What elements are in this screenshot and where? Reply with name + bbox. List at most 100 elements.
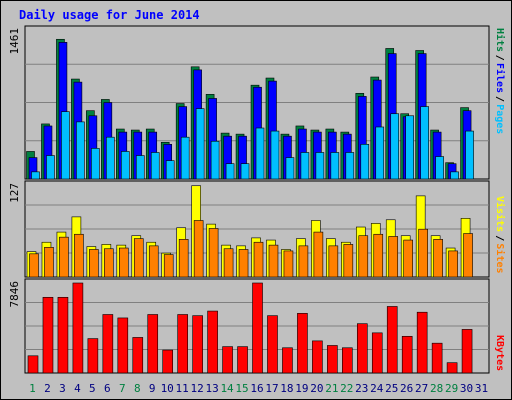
- legend-sep: /: [494, 235, 505, 241]
- pages-bar: [61, 111, 70, 180]
- day-label: 17: [265, 382, 278, 395]
- sites-bar: [74, 233, 84, 278]
- pages-bar: [225, 163, 235, 180]
- pages-bar: [300, 152, 310, 180]
- pages-bar: [150, 152, 160, 180]
- sites-bar: [358, 235, 369, 278]
- legend-sites: Sites: [494, 243, 506, 273]
- day-label: 18: [280, 382, 293, 395]
- sites-bar: [208, 228, 219, 278]
- sites-bar: [403, 239, 413, 278]
- pages-bar: [31, 171, 40, 180]
- kbytes-bar: [27, 355, 39, 374]
- kbytes-bar: [57, 296, 69, 374]
- day-label: 23: [355, 382, 368, 395]
- day-label: 31: [475, 382, 488, 395]
- day-label: 2: [44, 382, 51, 395]
- day-label: 25: [385, 382, 398, 395]
- sites-bar: [29, 253, 39, 278]
- day-label: 4: [74, 382, 81, 395]
- pages-bar: [405, 115, 414, 180]
- pages-bar: [121, 151, 130, 180]
- sites-bar: [298, 245, 309, 278]
- sites-bar: [268, 244, 279, 278]
- day-label: 20: [310, 382, 323, 395]
- sites-bar: [178, 239, 189, 278]
- pages-bar: [240, 163, 250, 180]
- day-label: 7: [119, 382, 126, 395]
- pages-bar: [315, 152, 325, 180]
- kbytes-bar: [102, 314, 114, 374]
- pages-bar: [465, 130, 474, 180]
- kbytes-bar: [132, 337, 144, 374]
- day-label: 24: [370, 382, 384, 395]
- day-label: 13: [205, 382, 218, 395]
- day-label: 3: [59, 382, 66, 395]
- day-label: 1: [29, 382, 36, 395]
- sites-bar: [59, 236, 69, 278]
- kbytes-bar: [312, 340, 323, 374]
- day-label: 29: [445, 382, 458, 395]
- pages-bar: [180, 136, 190, 180]
- day-label: 6: [104, 382, 111, 395]
- sites-bar: [163, 254, 174, 278]
- kbytes-bar: [446, 362, 458, 374]
- legend-sep: /: [494, 96, 505, 102]
- day-label: 28: [430, 382, 443, 395]
- kbytes-bar: [461, 329, 473, 374]
- kbytes-bar: [192, 315, 203, 374]
- kbytes-bar: [162, 349, 174, 374]
- sites-bar: [433, 239, 443, 278]
- kbytes-bar: [237, 346, 248, 374]
- kbytes-bar: [207, 310, 218, 374]
- day-label: 5: [89, 382, 96, 395]
- pages-bar: [76, 121, 85, 180]
- sites-bar: [373, 233, 384, 278]
- sites-bar: [343, 244, 354, 278]
- chart-title: Daily usage for June 2014: [19, 8, 200, 22]
- kbytes-bar: [72, 282, 84, 374]
- pages-bar: [450, 171, 459, 180]
- sites-bar: [238, 249, 249, 278]
- pages-bar: [255, 127, 265, 180]
- y-max-label: 127: [8, 183, 21, 203]
- legend-visits: Visits: [494, 196, 506, 232]
- kbytes-bar: [87, 338, 99, 374]
- pages-bar: [345, 152, 355, 180]
- sites-bar: [313, 231, 324, 278]
- sites-bar: [463, 233, 473, 278]
- sites-bar: [223, 248, 234, 278]
- day-label: 11: [176, 382, 189, 395]
- sites-bar: [283, 250, 294, 278]
- day-label: 26: [400, 382, 413, 395]
- day-label: 12: [191, 382, 204, 395]
- pages-bar: [375, 126, 385, 180]
- pages-bar: [435, 156, 444, 180]
- kbytes-bar: [386, 306, 398, 374]
- kbytes-bar: [267, 315, 278, 374]
- pages-bar: [135, 155, 145, 180]
- day-label: 16: [250, 382, 263, 395]
- sites-bar: [89, 249, 99, 278]
- day-label: 8: [134, 382, 141, 395]
- day-label: 14: [220, 382, 234, 395]
- kbytes-bar: [222, 346, 233, 374]
- legend-kbytes: KBytes: [494, 335, 505, 371]
- kbytes-bar: [371, 332, 383, 374]
- sites-bar: [104, 248, 114, 278]
- kbytes-bar: [356, 323, 368, 374]
- legend-files: Files: [494, 63, 506, 93]
- kbytes-bar: [342, 347, 353, 374]
- kbytes-bar: [416, 311, 428, 374]
- kbytes-bar: [282, 347, 293, 374]
- sites-bar: [253, 241, 264, 278]
- legend-sep: /: [494, 55, 505, 61]
- day-label: 15: [235, 382, 248, 395]
- pages-bar: [360, 144, 370, 180]
- pages-bar: [165, 160, 175, 180]
- kbytes-bar: [147, 314, 159, 374]
- day-label: 22: [340, 382, 353, 395]
- y-max-label: 7846: [8, 281, 21, 308]
- kbytes-bar: [177, 314, 188, 374]
